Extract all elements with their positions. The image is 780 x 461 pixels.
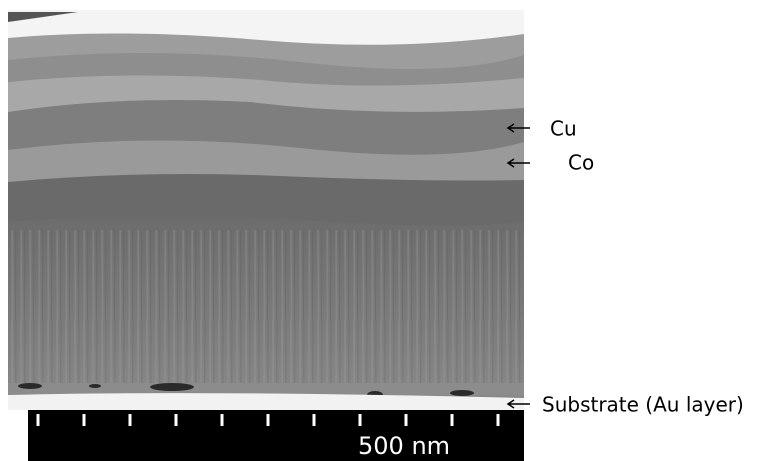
scale-label: 500 nm [358, 432, 450, 460]
figure: 500 nm Cu Co Substrate (Au layer) [0, 0, 780, 461]
micrograph [8, 10, 524, 410]
co-label: Co [568, 151, 594, 175]
columns [8, 230, 524, 385]
cu-label: Cu [550, 117, 577, 141]
page: 500 nm Cu Co Substrate (Au layer) (() =>… [0, 0, 780, 461]
scale-bar: 500 nm [28, 410, 524, 461]
substrate-label: Substrate (Au layer) [542, 393, 744, 417]
interface [8, 383, 524, 395]
